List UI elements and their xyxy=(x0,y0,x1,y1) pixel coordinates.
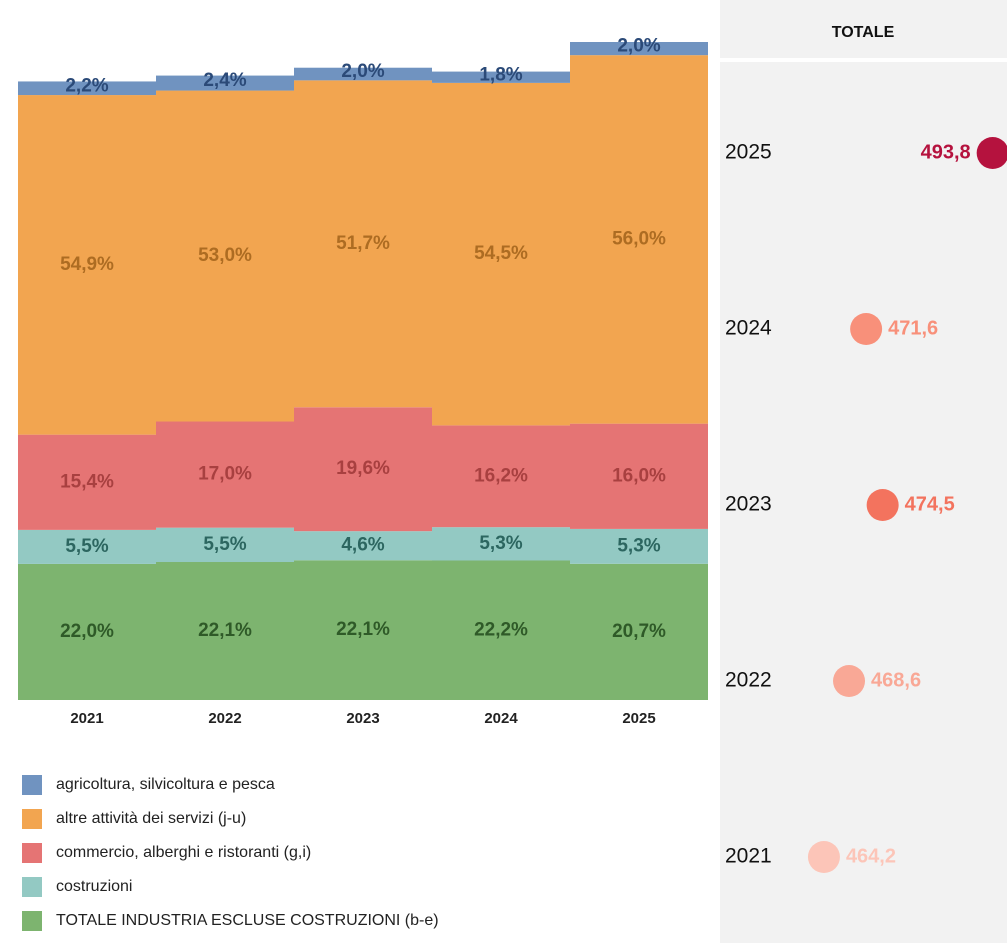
data-label: 22,1% xyxy=(336,619,390,640)
bar-segment xyxy=(432,71,570,83)
legend-swatch xyxy=(22,775,42,795)
total-dot xyxy=(866,489,899,521)
data-label: 5,3% xyxy=(617,535,660,556)
bar-segment xyxy=(156,527,294,563)
total-dot xyxy=(976,137,1007,169)
bar-segment xyxy=(570,528,708,564)
bar-segment xyxy=(156,421,294,528)
x-tick-label: 2021 xyxy=(70,710,103,727)
row-label: 2023 xyxy=(725,493,772,516)
bar-segment xyxy=(156,90,294,422)
row-label: 2024 xyxy=(725,317,772,340)
value-label: 464,2 xyxy=(846,845,896,867)
bar-segment xyxy=(570,55,708,424)
bar-segment xyxy=(18,529,156,564)
data-label: 5,3% xyxy=(479,533,522,554)
bar-segment xyxy=(294,407,432,532)
value-label: 468,6 xyxy=(871,669,921,691)
bar-segment xyxy=(294,560,432,700)
row-label: 2022 xyxy=(725,669,772,692)
x-tick-label: 2025 xyxy=(622,710,655,727)
total-panel xyxy=(720,0,1007,943)
data-label: 54,5% xyxy=(474,243,528,264)
data-label: 53,0% xyxy=(198,245,252,266)
value-label: 471,6 xyxy=(888,317,938,339)
data-label: 2,4% xyxy=(203,70,246,91)
x-tick-label: 2023 xyxy=(346,710,379,727)
data-label: 16,0% xyxy=(612,465,666,486)
row-label: 2021 xyxy=(725,845,772,868)
bar-segment xyxy=(432,560,570,700)
data-label: 22,2% xyxy=(474,619,528,640)
legend-swatch xyxy=(22,911,42,931)
bar-segment xyxy=(570,42,708,56)
bar-segment xyxy=(18,95,156,435)
legend-label: altre attività dei servizi (j-u) xyxy=(56,810,246,827)
data-label: 56,0% xyxy=(612,228,666,249)
data-label: 17,0% xyxy=(198,464,252,485)
legend-label: TOTALE INDUSTRIA ESCLUSE COSTRUZIONI (b-… xyxy=(56,912,439,929)
bar-segment xyxy=(18,434,156,530)
total-dot xyxy=(833,665,866,697)
bar-segment xyxy=(432,82,570,426)
panel-title: TOTALE xyxy=(832,24,895,41)
bar-segment xyxy=(156,562,294,700)
data-label: 22,1% xyxy=(198,620,252,641)
total-dot xyxy=(807,841,840,873)
legend-swatch xyxy=(22,877,42,897)
bar-segment xyxy=(294,67,432,81)
bar-segment xyxy=(432,425,570,528)
data-label: 19,6% xyxy=(336,458,390,479)
value-label: 474,5 xyxy=(905,493,955,515)
value-label: 493,8 xyxy=(921,141,971,163)
data-label: 1,8% xyxy=(479,64,522,85)
data-label: 54,9% xyxy=(60,254,114,275)
legend-label: agricoltura, silvicoltura e pesca xyxy=(56,776,275,793)
data-label: 22,0% xyxy=(60,621,114,642)
row-label: 2025 xyxy=(725,141,772,164)
data-label: 2,2% xyxy=(65,75,108,96)
bar-segment xyxy=(18,81,156,96)
legend-swatch xyxy=(22,843,42,863)
total-dot xyxy=(850,313,883,345)
legend-label: costruzioni xyxy=(56,878,132,895)
bar-segment xyxy=(18,563,156,700)
x-tick-label: 2022 xyxy=(208,710,241,727)
legend-swatch xyxy=(22,809,42,829)
header-divider xyxy=(720,58,1007,62)
bar-segment xyxy=(294,80,432,408)
x-tick-label: 2024 xyxy=(484,710,518,727)
data-label: 2,0% xyxy=(617,36,660,57)
data-label: 15,4% xyxy=(60,471,114,492)
legend-label: commercio, alberghi e ristoranti (g,i) xyxy=(56,844,311,861)
data-label: 51,7% xyxy=(336,233,390,254)
bar-segment xyxy=(432,527,570,561)
data-label: 16,2% xyxy=(474,465,528,486)
bar-segment xyxy=(156,75,294,91)
data-label: 2,0% xyxy=(341,61,384,82)
data-label: 5,5% xyxy=(65,536,108,557)
data-label: 4,6% xyxy=(341,535,384,556)
data-label: 20,7% xyxy=(612,621,666,642)
bar-segment xyxy=(570,563,708,700)
bar-segment xyxy=(570,423,708,529)
data-label: 5,5% xyxy=(203,534,246,555)
bar-segment xyxy=(294,531,432,561)
